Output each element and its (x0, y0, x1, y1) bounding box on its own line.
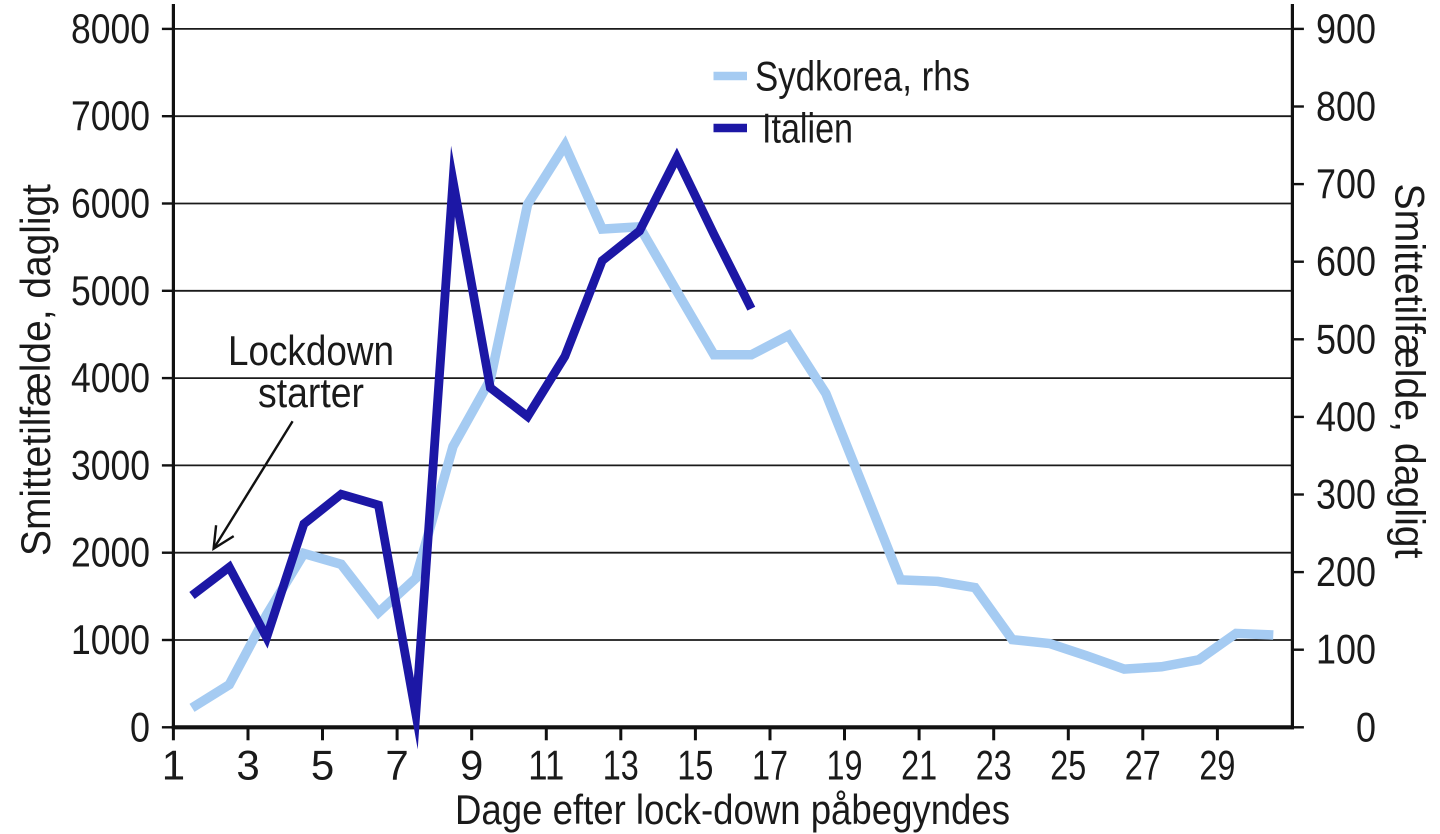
svg-text:700: 700 (1316, 160, 1376, 207)
svg-text:600: 600 (1316, 238, 1376, 285)
svg-text:8000: 8000 (71, 5, 150, 52)
svg-text:11: 11 (528, 741, 564, 788)
svg-text:Smittetilfælde, dagligt: Smittetilfælde, dagligt (1387, 184, 1434, 559)
svg-text:2000: 2000 (71, 529, 150, 576)
svg-text:Sydkorea, rhs: Sydkorea, rhs (755, 53, 970, 100)
svg-text:800: 800 (1316, 83, 1376, 130)
svg-text:0: 0 (1356, 703, 1376, 750)
svg-text:15: 15 (677, 741, 713, 788)
svg-text:500: 500 (1316, 315, 1376, 362)
svg-text:21: 21 (901, 741, 937, 788)
svg-text:4000: 4000 (71, 354, 150, 401)
svg-text:0: 0 (130, 703, 150, 750)
svg-text:23: 23 (976, 741, 1012, 788)
svg-text:25: 25 (1050, 741, 1086, 788)
svg-text:1: 1 (162, 741, 185, 788)
svg-text:5000: 5000 (71, 267, 150, 314)
svg-text:100: 100 (1316, 626, 1376, 673)
svg-text:7000: 7000 (71, 92, 150, 139)
svg-text:Italien: Italien (762, 105, 853, 152)
svg-text:Lockdown: Lockdown (228, 327, 394, 374)
svg-text:900: 900 (1316, 5, 1376, 52)
svg-text:Smittetilfælde, dagligt: Smittetilfælde, dagligt (12, 184, 59, 556)
svg-text:300: 300 (1316, 471, 1376, 518)
svg-text:27: 27 (1125, 741, 1161, 788)
svg-text:7: 7 (385, 741, 408, 788)
svg-text:29: 29 (1199, 741, 1235, 788)
svg-text:19: 19 (827, 741, 863, 788)
svg-text:3000: 3000 (71, 441, 150, 488)
svg-text:200: 200 (1316, 548, 1376, 595)
svg-text:Dage efter lock-down påbegynde: Dage efter lock-down påbegyndes (455, 786, 1010, 833)
svg-text:3: 3 (236, 741, 259, 788)
svg-text:17: 17 (752, 741, 788, 788)
svg-text:9: 9 (460, 741, 483, 788)
svg-text:13: 13 (603, 741, 639, 788)
svg-text:5: 5 (311, 741, 334, 788)
svg-text:400: 400 (1316, 393, 1376, 440)
svg-text:starter: starter (258, 369, 364, 416)
svg-text:1000: 1000 (71, 616, 150, 663)
svg-text:6000: 6000 (71, 180, 150, 227)
